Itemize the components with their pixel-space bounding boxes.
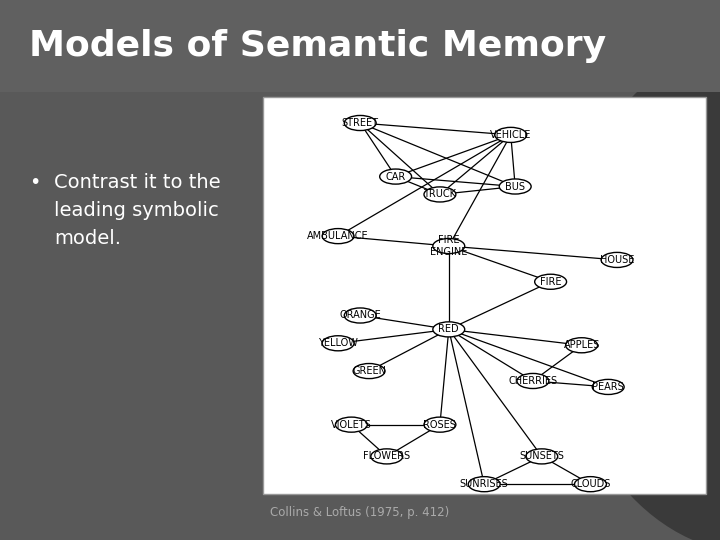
Text: Collins & Loftus (1975, p. 412): Collins & Loftus (1975, p. 412) xyxy=(271,507,449,519)
Ellipse shape xyxy=(336,417,367,432)
Ellipse shape xyxy=(468,477,500,492)
Text: Contrast it to the
leading symbolic
model.: Contrast it to the leading symbolic mode… xyxy=(54,173,220,248)
Ellipse shape xyxy=(371,449,402,464)
Ellipse shape xyxy=(433,322,464,337)
Ellipse shape xyxy=(517,374,549,388)
Ellipse shape xyxy=(322,336,354,351)
Ellipse shape xyxy=(344,116,376,131)
Text: VIOLETS: VIOLETS xyxy=(331,420,372,430)
Text: CLOUDS: CLOUDS xyxy=(570,479,611,489)
Text: SUNSETS: SUNSETS xyxy=(519,451,564,461)
Ellipse shape xyxy=(353,363,385,379)
Ellipse shape xyxy=(344,308,376,323)
Text: STREET: STREET xyxy=(342,118,379,128)
Text: BUS: BUS xyxy=(505,181,525,192)
Ellipse shape xyxy=(575,477,606,492)
Ellipse shape xyxy=(379,169,412,184)
FancyBboxPatch shape xyxy=(0,0,720,92)
Ellipse shape xyxy=(601,252,633,267)
Ellipse shape xyxy=(535,274,567,289)
Ellipse shape xyxy=(495,127,527,143)
Ellipse shape xyxy=(499,179,531,194)
Text: Models of Semantic Memory: Models of Semantic Memory xyxy=(29,29,606,63)
Text: GREEN: GREEN xyxy=(352,366,386,376)
Text: CAR: CAR xyxy=(385,172,406,181)
Text: RED: RED xyxy=(438,325,459,334)
Ellipse shape xyxy=(526,449,558,464)
Text: APPLES: APPLES xyxy=(564,340,600,350)
Text: ORANGE: ORANGE xyxy=(339,310,381,321)
Text: ROSES: ROSES xyxy=(423,420,456,430)
Text: HOUSE: HOUSE xyxy=(600,255,634,265)
Ellipse shape xyxy=(593,380,624,395)
Text: FIRE
ENGINE: FIRE ENGINE xyxy=(430,235,467,257)
Text: YELLOW: YELLOW xyxy=(318,338,358,348)
Text: PEARS: PEARS xyxy=(593,382,624,392)
Text: FIRE: FIRE xyxy=(540,277,562,287)
Text: CHERRIES: CHERRIES xyxy=(508,376,557,386)
Text: •: • xyxy=(29,173,40,192)
Text: TRUCK: TRUCK xyxy=(423,190,456,199)
Ellipse shape xyxy=(424,187,456,202)
Ellipse shape xyxy=(558,40,720,540)
Ellipse shape xyxy=(566,338,598,353)
Text: VEHICLE: VEHICLE xyxy=(490,130,531,140)
Ellipse shape xyxy=(433,239,464,254)
Text: SUNRISES: SUNRISES xyxy=(460,479,508,489)
Text: FLOWERS: FLOWERS xyxy=(363,451,410,461)
Ellipse shape xyxy=(322,228,354,244)
Ellipse shape xyxy=(424,417,456,432)
Text: AMBULANCE: AMBULANCE xyxy=(307,231,369,241)
FancyBboxPatch shape xyxy=(263,97,706,494)
